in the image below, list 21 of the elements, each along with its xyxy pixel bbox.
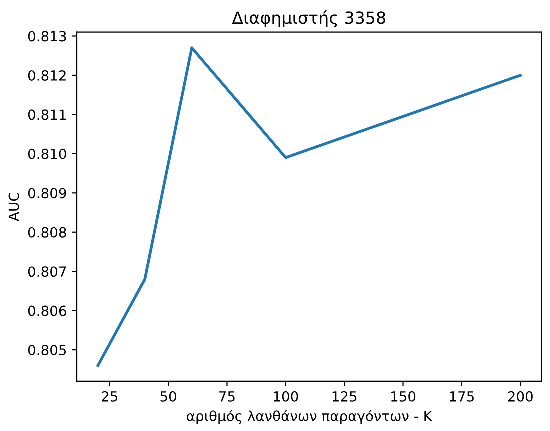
- y-axis-title: AUC: [8, 192, 20, 222]
- y-tick-label: 0.805: [28, 345, 66, 356]
- y-tick-label: 0.808: [28, 227, 66, 238]
- y-tick-label: 0.813: [28, 31, 66, 42]
- x-tick-label: 125: [332, 391, 357, 402]
- y-tick-label: 0.810: [28, 148, 66, 160]
- x-tick-label: 100: [274, 391, 298, 402]
- x-tick-label: 25: [102, 391, 118, 402]
- chart-title: Διαφημιστής 3358: [232, 10, 386, 28]
- y-tick-label: 0.809: [28, 188, 66, 199]
- y-tick-label: 0.811: [28, 110, 66, 120]
- x-tick-label: 200: [508, 391, 533, 402]
- line-series: [96, 46, 522, 368]
- x-tick-label: 50: [160, 391, 176, 402]
- y-tick-label: 0.807: [28, 266, 66, 278]
- x-tick-label: 175: [450, 392, 474, 402]
- x-tick-label: 75: [220, 392, 235, 402]
- x-tick-label: 150: [392, 391, 416, 402]
- y-tick-label: 0.806: [28, 306, 66, 316]
- x-axis-title: αριθμός λανθάνων παραγόντων - K: [187, 410, 433, 424]
- y-tick-label: 0.812: [28, 70, 66, 81]
